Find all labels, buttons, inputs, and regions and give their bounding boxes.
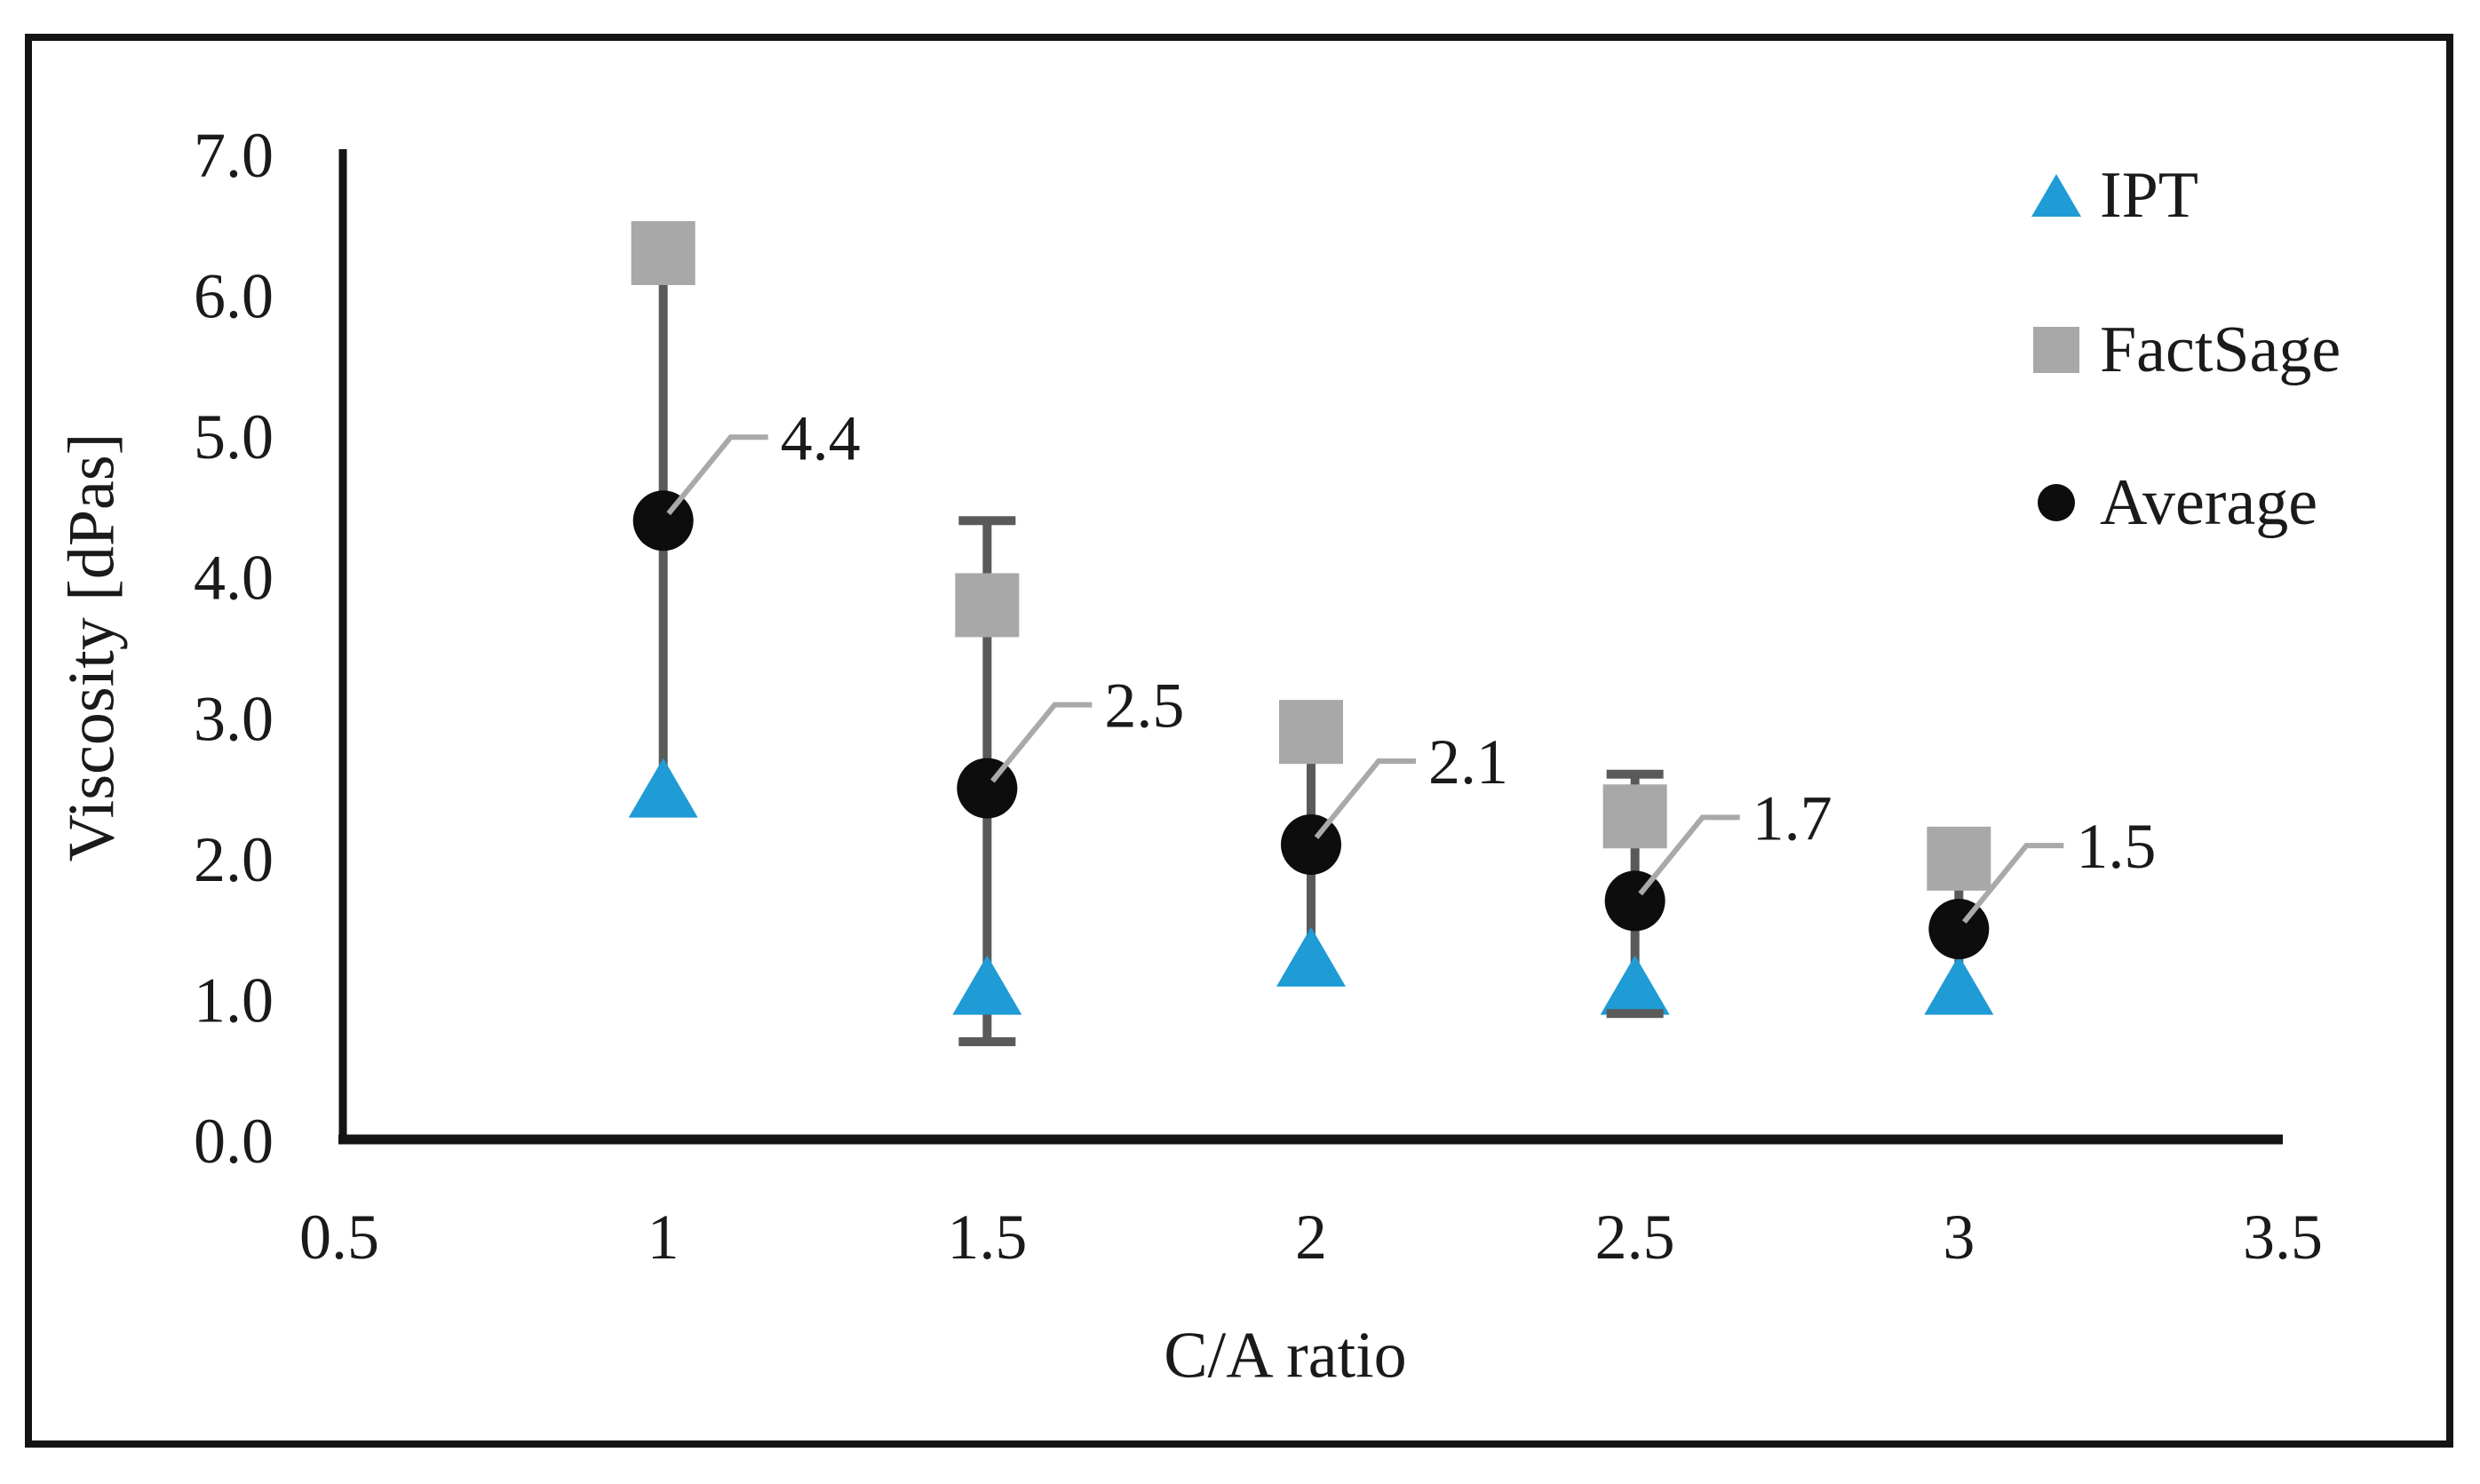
data-label: 2.1 xyxy=(1428,726,1508,798)
y-tick-label: 0.0 xyxy=(194,1106,274,1177)
y-tick-label: 4.0 xyxy=(194,543,274,614)
legend-marker-box xyxy=(2029,327,2084,373)
ipt-triangle-marker xyxy=(1276,926,1346,987)
factsage-square-marker xyxy=(1927,826,1991,891)
average-circle-marker xyxy=(957,758,1018,819)
figure-border xyxy=(25,34,2453,1448)
data-label: 4.4 xyxy=(781,402,861,473)
legend-label-ipt: IPT xyxy=(2100,158,2198,232)
data-label-leader xyxy=(1962,843,2064,925)
data-label: 1.5 xyxy=(2076,811,2156,882)
legend-label-factsage: FactSage xyxy=(2100,313,2341,386)
x-tick-label: 2.5 xyxy=(1595,1202,1675,1273)
average-circle-marker xyxy=(1281,814,1341,875)
y-tick-label: 5.0 xyxy=(194,401,274,472)
legend-item-ipt: IPT xyxy=(2029,158,2198,232)
data-label-leader xyxy=(990,702,1093,783)
legend-item-factsage: FactSage xyxy=(2029,313,2341,386)
average-circle-marker xyxy=(1928,899,1990,960)
square-marker-icon xyxy=(2033,327,2079,373)
average-circle-marker xyxy=(632,490,694,552)
legend-label-average: Average xyxy=(2100,465,2318,539)
x-tick-label: 1 xyxy=(648,1202,680,1273)
triangle-marker-icon xyxy=(2031,174,2081,217)
ipt-triangle-marker xyxy=(1924,955,1994,1015)
x-tick-label: 1.5 xyxy=(947,1202,1027,1273)
x-tick-label: 3 xyxy=(1943,1202,1975,1273)
data-label-leader xyxy=(1314,758,1416,839)
average-circle-marker xyxy=(1604,870,1665,932)
factsage-square-marker xyxy=(955,573,1020,638)
y-tick-label: 7.0 xyxy=(194,120,274,191)
x-tick-label: 0.5 xyxy=(299,1202,379,1273)
y-axis-title: Viscosity [dPas] xyxy=(55,433,129,862)
data-label: 2.5 xyxy=(1104,671,1184,742)
y-tick-label: 6.0 xyxy=(194,261,274,332)
data-label: 1.7 xyxy=(1753,782,1832,853)
ipt-triangle-marker xyxy=(1600,955,1670,1015)
circle-marker-icon xyxy=(2038,484,2075,521)
factsage-square-marker xyxy=(1602,784,1667,849)
legend-marker-box xyxy=(2029,484,2084,521)
y-tick-label: 3.0 xyxy=(194,683,274,754)
ipt-triangle-marker xyxy=(628,758,698,818)
legend-marker-box xyxy=(2029,174,2084,217)
y-tick-label: 1.0 xyxy=(194,964,274,1036)
ipt-triangle-marker xyxy=(952,955,1022,1015)
x-axis-title: C/A ratio xyxy=(1164,1319,1407,1393)
data-label-leader xyxy=(666,434,768,516)
x-tick-label: 2 xyxy=(1295,1202,1327,1273)
x-tick-label: 3.5 xyxy=(2243,1202,2323,1273)
data-label-leader xyxy=(1638,814,1740,896)
factsage-square-marker xyxy=(1279,700,1343,765)
factsage-square-marker xyxy=(631,221,696,285)
y-tick-label: 2.0 xyxy=(194,824,274,895)
legend-item-average: Average xyxy=(2029,465,2318,539)
